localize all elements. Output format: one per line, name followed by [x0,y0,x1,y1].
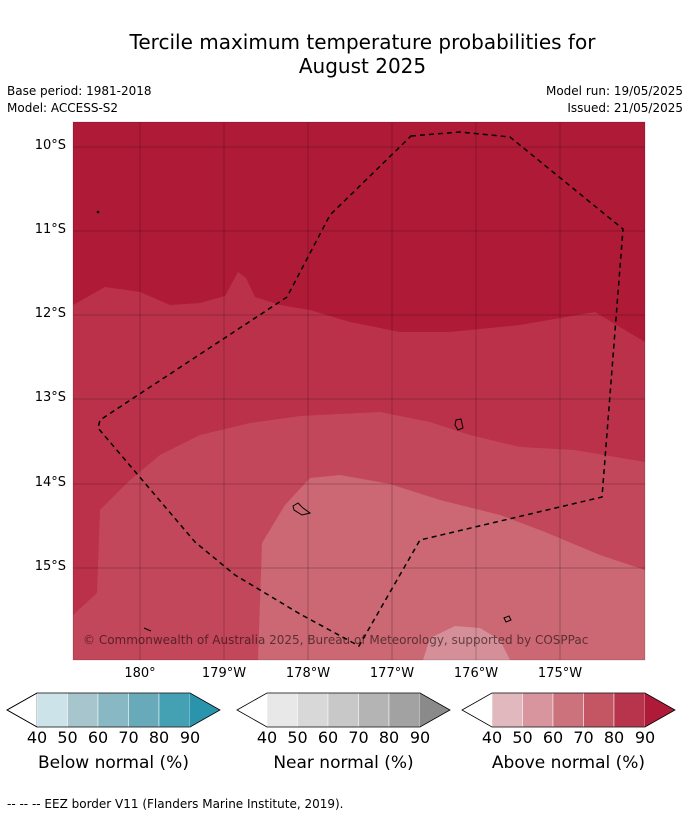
island-d [143,627,152,632]
colorbar-above-bin [583,692,615,728]
colorbar-above-bin [552,692,584,728]
map-title-line2: August 2025 [298,54,427,78]
colorbar-above-lower-arrow [462,693,492,727]
lon-tick-175w: 175°W [537,666,583,681]
island-a [454,418,464,431]
cb-near-tick: 60 [317,728,339,747]
map-title: Tercile maximum temperature probabilitie… [0,30,690,78]
colorbar-near-bin [327,692,359,728]
colorbar-below-bin [36,692,68,728]
cb-above-tick: 70 [573,728,594,747]
colorbar-below-label: Below normal (%) [38,753,189,773]
colorbar-below-upper-arrow [190,693,220,727]
map-frame [72,121,646,661]
cb-near-tick: 90 [409,728,431,747]
lon-tick-177w: 177°W [369,666,415,681]
cb-below-tick: 80 [148,728,170,747]
base-period: Base period: 1981-2018 [7,84,152,98]
cb-near-tick: 50 [287,728,308,747]
lat-tick-11s: 11°S [34,222,66,237]
colorbar-near [236,692,451,728]
map-title-line1: Tercile maximum temperature probabilitie… [129,30,596,54]
lon-tick-179w: 179°W [201,666,247,681]
colorbar-below-bin [158,692,191,728]
eez-border [97,131,624,648]
colorbar-near-bin [388,692,421,728]
colorbar-below-bin [67,692,99,728]
meta-left: Base period: 1981-2018 Model: ACCESS-S2 [7,83,152,117]
colorbar-below [6,692,221,728]
island-e [96,210,100,214]
meta-right: Model run: 19/05/2025 Issued: 21/05/2025 [546,83,683,117]
cb-near-tick: 40 [256,728,278,747]
colorbar-near-bin [297,692,329,728]
colorbar-near-bin [266,692,298,728]
lat-tick-12s: 12°S [34,306,66,321]
island-c [503,615,512,623]
cb-below-tick: 40 [26,728,48,747]
colorbar-above [461,692,676,728]
colorbar-near-bin [358,692,390,728]
island-b [292,502,312,516]
islands [96,210,512,632]
zone-above-50 [423,626,510,660]
cb-near-tick: 80 [378,728,400,747]
lat-tick-10s: 10°S [34,138,66,153]
issued-date: Issued: 21/05/2025 [567,101,683,115]
model-run: Model run: 19/05/2025 [545,84,683,98]
cb-above-tick: 80 [603,728,625,747]
cb-above-tick: 50 [512,728,533,747]
lat-tick-13s: 13°S [34,390,66,405]
cb-below-tick: 60 [87,728,109,747]
probability-field [73,122,645,660]
colorbar-above-upper-arrow [645,693,675,727]
lon-tick-176w: 176°W [453,666,499,681]
colorbar-near-upper-arrow [420,693,450,727]
colorbar-above-bin [522,692,554,728]
cb-above-tick: 60 [542,728,564,747]
colorbar-near-lower-arrow [237,693,267,727]
colorbar-near-label: Near normal (%) [273,753,414,773]
colorbar-below-bin [128,692,160,728]
lat-tick-14s: 14°S [34,475,66,490]
lon-tick-180: 180° [124,666,156,681]
zone-above-60 [258,475,645,660]
cb-near-tick: 70 [348,728,369,747]
cb-above-tick: 40 [481,728,503,747]
colorbar-below-lower-arrow [6,692,38,728]
eez-footnote: -- -- -- EEZ border V11 (Flanders Marine… [7,797,344,811]
cb-above-tick: 90 [634,728,656,747]
grid-lines [73,122,645,660]
colorbar-above-bin [491,692,523,728]
cb-below-tick: 90 [179,728,201,747]
lat-tick-15s: 15°S [34,559,66,574]
colorbar-above-bin [613,692,646,728]
colorbar-below-bin [97,692,129,728]
copyright-notice: © Commonwealth of Australia 2025, Bureau… [83,633,589,647]
colorbar-above-label: Above normal (%) [491,753,646,773]
model-name: Model: ACCESS-S2 [7,101,119,115]
cb-below-tick: 70 [118,728,139,747]
lon-tick-178w: 178°W [285,666,331,681]
cb-below-tick: 50 [57,728,78,747]
